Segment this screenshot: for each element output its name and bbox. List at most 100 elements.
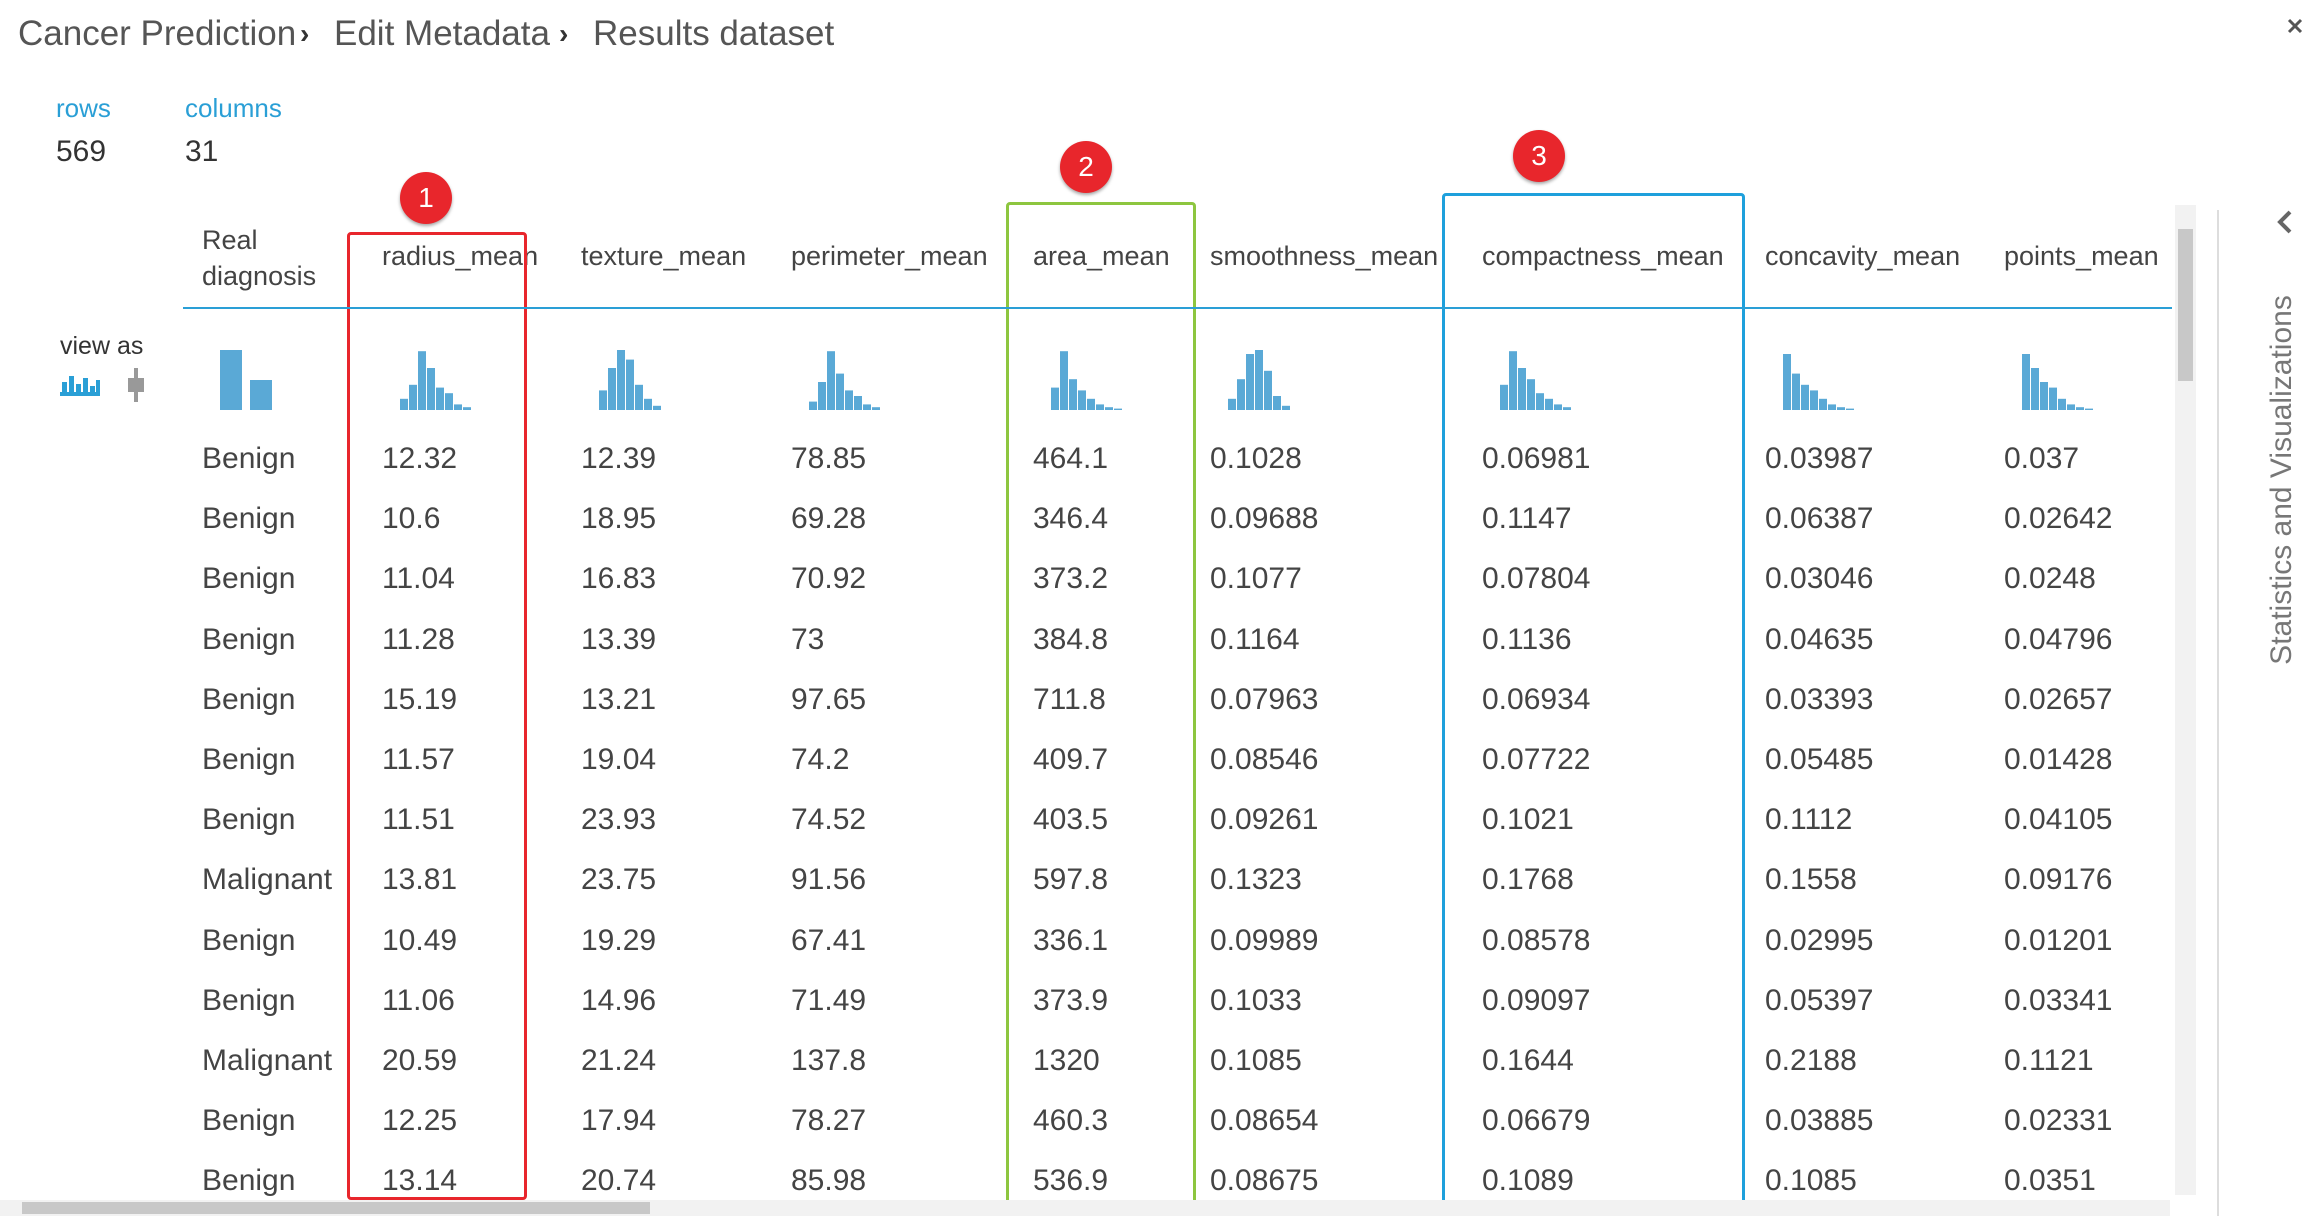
table-cell: Benign xyxy=(202,803,296,837)
table-cell: 91.56 xyxy=(791,863,867,897)
table-cell: 137.8 xyxy=(791,1044,867,1077)
v-scroll-thumb[interactable] xyxy=(2178,229,2193,381)
table-cell: 78.85 xyxy=(791,442,867,475)
table-cell: 0.1164 xyxy=(1210,622,1300,656)
table-cell: 403.5 xyxy=(1033,803,1109,837)
close-button[interactable] xyxy=(2287,18,2303,34)
table-cell: 13.14 xyxy=(382,1164,458,1198)
column-header[interactable]: perimeter_mean xyxy=(791,241,988,271)
table-cell: 0.037 xyxy=(2004,442,2080,475)
histogram-thumbnail xyxy=(1228,350,1290,410)
table-cell: 0.09097 xyxy=(1482,983,1591,1017)
column-header[interactable]: texture_mean xyxy=(581,241,747,271)
columns-value: 31 xyxy=(185,135,219,168)
table-cell: 12.39 xyxy=(581,442,657,475)
table-cell: 0.07722 xyxy=(1482,743,1591,776)
table-cell: 19.04 xyxy=(581,743,657,776)
breadcrumb-item[interactable]: Edit Metadata xyxy=(334,14,550,53)
table-cell: 0.09989 xyxy=(1210,923,1319,957)
table-cell: 13.21 xyxy=(581,682,657,716)
annotation-badge: 1 xyxy=(400,172,452,224)
rows-value: 569 xyxy=(56,135,107,168)
column-header[interactable]: radius_mean xyxy=(382,241,539,271)
table-cell: 0.06679 xyxy=(1482,1104,1591,1138)
table-cell: 78.27 xyxy=(791,1104,867,1138)
table-cell: 0.1644 xyxy=(1482,1044,1574,1077)
table-cell: 20.74 xyxy=(581,1164,657,1198)
view-as-label: view as xyxy=(60,332,144,360)
table-cell: 0.08546 xyxy=(1210,743,1319,776)
rows-label: rows xyxy=(56,93,111,123)
table-cell: 536.9 xyxy=(1033,1164,1109,1198)
table-cell: 20.59 xyxy=(382,1044,458,1077)
table-cell: 0.03885 xyxy=(1765,1104,1874,1138)
table-cell: Benign xyxy=(202,442,296,475)
column-header[interactable]: compactness_mean xyxy=(1482,241,1724,271)
table-cell: 0.03046 xyxy=(1765,562,1874,596)
table-cell: 0.05485 xyxy=(1765,743,1874,776)
table-cell: 74.52 xyxy=(791,803,867,837)
table-cell: 0.03393 xyxy=(1765,682,1874,716)
table-cell: 0.03987 xyxy=(1765,442,1874,475)
v-scrollbar[interactable] xyxy=(2175,205,2196,1195)
table-cell: 373.2 xyxy=(1033,562,1109,596)
breadcrumb-item[interactable]: Cancer Prediction xyxy=(18,14,297,53)
table-cell: 373.9 xyxy=(1033,983,1109,1017)
column-header[interactable]: Real diagnosis xyxy=(202,225,317,291)
highlight-box xyxy=(1442,193,1745,1210)
table-cell: 15.19 xyxy=(382,682,458,716)
annotation-badge: 2 xyxy=(1060,141,1112,193)
table-cell: 10.49 xyxy=(382,923,458,957)
table-cell: 0.1768 xyxy=(1482,863,1574,897)
table-cell: Benign xyxy=(202,622,296,656)
table-cell: 0.04635 xyxy=(1765,622,1874,656)
table-cell: 0.0248 xyxy=(2004,562,2096,596)
table-cell: 464.1 xyxy=(1033,442,1109,475)
table-cell: 0.09176 xyxy=(2004,863,2113,897)
table-cell: 0.08654 xyxy=(1210,1104,1319,1138)
column-header[interactable]: concavity_mean xyxy=(1765,241,1961,271)
table-cell: 409.7 xyxy=(1033,743,1109,776)
table-cell: 18.95 xyxy=(581,502,657,536)
columns-label: columns xyxy=(185,93,282,123)
table-cell: 0.1028 xyxy=(1210,442,1302,475)
column-header[interactable]: points_mean xyxy=(2004,241,2159,271)
table-cell: 23.75 xyxy=(581,863,657,897)
view-as-boxplot-icon[interactable] xyxy=(128,368,144,402)
histogram-thumbnail xyxy=(809,351,880,410)
table-cell: 0.09688 xyxy=(1210,502,1319,536)
breadcrumb-separator: › xyxy=(300,18,310,49)
column-header[interactable]: area_mean xyxy=(1033,241,1170,271)
table-cell: 0.04796 xyxy=(2004,622,2113,656)
table-cell: 0.1021 xyxy=(1482,803,1574,837)
table-cell: Benign xyxy=(202,682,296,716)
table-cell: 0.08578 xyxy=(1482,923,1591,957)
table-cell: 16.83 xyxy=(581,562,657,596)
table-cell: 0.01428 xyxy=(2004,743,2113,776)
table-cell: 0.07804 xyxy=(1482,562,1591,596)
table-cell: 21.24 xyxy=(581,1044,657,1077)
table-cell: 0.06934 xyxy=(1482,682,1591,716)
table-cell: 85.98 xyxy=(791,1164,867,1198)
table-cell: Benign xyxy=(202,502,296,536)
table-cell: Malignant xyxy=(202,1044,333,1077)
table-cell: 0.05397 xyxy=(1765,983,1874,1017)
table-cell: 0.01201 xyxy=(2004,923,2113,957)
table-cell: 12.32 xyxy=(382,442,458,475)
table-cell: 67.41 xyxy=(791,923,867,957)
h-scroll-thumb[interactable] xyxy=(22,1202,650,1214)
expand-panel[interactable] xyxy=(2277,210,2292,234)
table-cell: Benign xyxy=(202,562,296,596)
view-as-histogram-icon[interactable] xyxy=(60,376,100,396)
column-header[interactable]: smoothness_mean xyxy=(1210,241,1439,271)
table-cell: 336.1 xyxy=(1033,923,1109,957)
table-cell: 69.28 xyxy=(791,502,867,536)
table-cell: Benign xyxy=(202,983,296,1017)
highlight-box xyxy=(347,232,527,1200)
table-cell: 0.06387 xyxy=(1765,502,1874,536)
table-cell: 74.2 xyxy=(791,743,850,776)
breadcrumb-separator: › xyxy=(559,18,569,49)
histogram-thumbnail xyxy=(1783,354,1854,410)
table-cell: Benign xyxy=(202,1104,296,1138)
